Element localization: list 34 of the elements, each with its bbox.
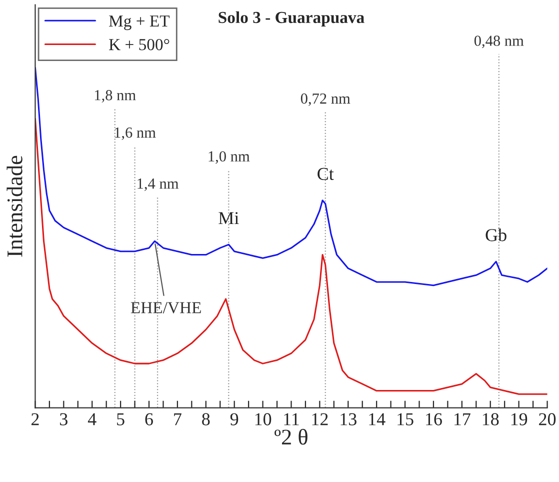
x-axis-title: º2 θ (274, 428, 308, 445)
x-tick-label: 12 (312, 413, 328, 426)
x-tick-label: 13 (340, 413, 356, 426)
x-tick-label: 18 (482, 413, 499, 426)
x-tick-label: 2 (31, 413, 39, 426)
x-tick-label: 15 (398, 413, 414, 426)
ref-line-label: 1,4 nm (138, 178, 179, 191)
x-tick-label: 16 (426, 413, 442, 426)
x-tick-label: 3 (60, 413, 68, 426)
annotation: EHE/VHE (130, 302, 201, 314)
x-tick-label: 11 (284, 413, 299, 426)
x-tick-label: 14 (369, 413, 386, 426)
ref-line-label: 0,48 nm (474, 36, 524, 48)
x-tick-label: 5 (117, 413, 124, 426)
ref-line-label: 1,6 nm (114, 127, 156, 140)
x-tick-label: 7 (174, 413, 182, 426)
annotation: Mi (218, 212, 239, 224)
legend-label: Mg + ET (109, 16, 170, 30)
x-tick-label: 6 (145, 413, 153, 426)
x-tick-label: 8 (202, 413, 210, 426)
x-tick-label: 17 (454, 413, 470, 426)
chart-title: Solo 3 - Guarapuava (218, 11, 364, 26)
annotation: Ct (318, 168, 334, 180)
ref-line-label: 1,0 nm (208, 151, 250, 164)
legend-label: K + 500° (109, 39, 170, 50)
x-tick-label: 4 (88, 413, 96, 426)
annotation: Gb (486, 228, 506, 242)
ref-line-label: 0,72 nm (300, 93, 350, 106)
x-tick-label: 10 (255, 413, 272, 426)
y-axis-title: Intensidade (6, 156, 22, 257)
x-tick-label: 20 (539, 413, 556, 426)
x-tick-label: 19 (511, 413, 528, 426)
ref-line-label: 1,8 nm (94, 90, 136, 103)
x-tick-label: 9 (230, 413, 238, 426)
